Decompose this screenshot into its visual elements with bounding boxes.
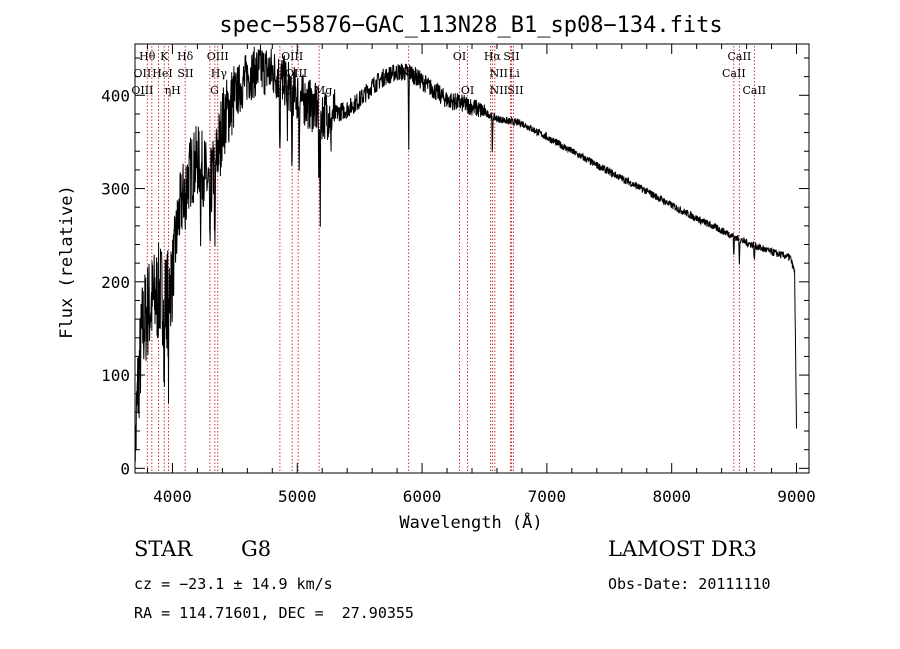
- line-marker-label: K: [160, 50, 169, 63]
- survey-name: LAMOST DR3: [608, 537, 757, 561]
- x-tick-label: 7000: [528, 487, 567, 506]
- line-marker-label: CaII: [722, 67, 746, 80]
- x-tick-label: 4000: [153, 487, 192, 506]
- line-marker-label: OII: [134, 67, 152, 80]
- chart-title: spec−55876−GAC_113N28_B1_sp08−134.fits: [219, 13, 722, 38]
- line-marker-label: NII: [490, 84, 508, 97]
- y-tick-label: 200: [101, 273, 130, 292]
- coordinates-text: RA = 114.71601, DEC = 27.90355: [134, 604, 414, 622]
- x-tick-label: 6000: [403, 487, 442, 506]
- line-marker-label: Hγ: [211, 67, 228, 80]
- line-marker-label: Hα: [484, 50, 502, 63]
- line-marker-label: Hδ: [177, 50, 194, 63]
- object-class: STAR: [134, 537, 193, 561]
- line-marker-label: NII: [490, 67, 508, 80]
- line-marker-label: G: [210, 84, 219, 97]
- line-marker-label: OI: [461, 84, 474, 97]
- x-tick-label: 5000: [278, 487, 317, 506]
- line-marker-label: SII: [507, 84, 523, 97]
- line-marker-label: CaII: [728, 50, 752, 63]
- redshift-text: cz = −23.1 ± 14.9 km/s: [134, 575, 333, 593]
- line-marker-label: SII: [503, 50, 519, 63]
- y-tick-label: 100: [101, 366, 130, 385]
- y-tick-label: 300: [101, 180, 130, 199]
- line-marker-label: SII: [177, 67, 193, 80]
- line-marker-label: ηH: [165, 84, 181, 97]
- line-marker-label: OI: [453, 50, 466, 63]
- line-marker-label: HeI: [152, 67, 172, 80]
- spectrum-line: [134, 44, 797, 462]
- tick-layer: 4000 5000 6000 7000 8000 9000 0 100 200 300 400: [101, 44, 816, 506]
- line-marker-label: OIII: [207, 50, 229, 63]
- x-tick-label: 8000: [652, 487, 691, 506]
- y-tick-label: 0: [120, 459, 130, 478]
- x-tick-label: 9000: [777, 487, 816, 506]
- y-axis-label: Flux (relative): [57, 185, 77, 339]
- line-marker-label: Hθ: [139, 50, 156, 63]
- y-tick-label: 400: [101, 86, 130, 105]
- object-subclass: G8: [241, 537, 272, 561]
- line-marker-label: CaII: [742, 84, 766, 97]
- line-marker-label: Li: [509, 67, 520, 80]
- obs-date-text: Obs-Date: 20111110: [608, 575, 771, 593]
- line-marker-label: OIII: [131, 84, 153, 97]
- x-axis-label: Wavelength (Å): [399, 511, 542, 533]
